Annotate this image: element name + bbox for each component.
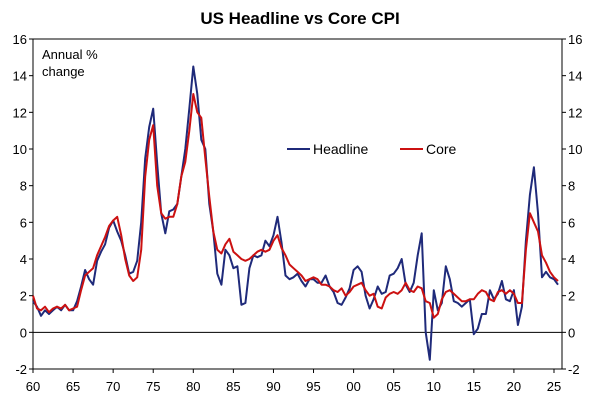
x-tick-label: 65 [66,379,80,394]
y-tick-label-left: 2 [20,289,27,304]
x-tick-label: 15 [467,379,481,394]
y-tick-label-left: 10 [13,142,27,157]
y-tick-label-right: 14 [568,69,582,84]
x-axis: 60 65 70 75 80 85 90 95 00 05 10 15 20 25 [26,369,561,394]
series-line-core [32,93,559,319]
series-layer [32,65,559,361]
legend-label-headline: Headline [313,141,368,157]
annotation-line-1: Annual % [42,47,98,62]
x-tick-label: 00 [346,379,360,394]
y-axis-left: -2 0 2 4 6 8 10 12 14 16 [13,32,33,377]
y-tick-label-right: 10 [568,142,582,157]
x-tick-label: 80 [186,379,200,394]
y-tick-label-left: 12 [13,105,27,120]
annotation-line-2: change [42,64,85,79]
x-tick-label: 90 [266,379,280,394]
x-tick-label: 95 [306,379,320,394]
y-tick-label-right: 8 [568,179,575,194]
y-tick-label-left: 16 [13,32,27,47]
y-tick-label-left: 14 [13,69,27,84]
x-tick-label: 10 [427,379,441,394]
x-tick-label: 70 [106,379,120,394]
legend: Headline Core [287,141,457,157]
chart-title: US Headline vs Core CPI [200,9,399,28]
y-tick-label-right: 6 [568,215,575,230]
x-tick-label: 75 [146,379,160,394]
y-tick-label-right: 16 [568,32,582,47]
y-tick-label-right: 2 [568,289,575,304]
y-tick-label-right: 12 [568,105,582,120]
series-line-headline [32,65,559,361]
y-tick-label-right: -2 [568,362,580,377]
x-tick-label: 60 [26,379,40,394]
x-tick-label: 05 [386,379,400,394]
x-tick-label: 25 [547,379,561,394]
y-tick-label-left: 4 [20,252,27,267]
plot-border [32,38,563,370]
x-tick-label: 20 [507,379,521,394]
y-tick-label-right: 0 [568,325,575,340]
x-tick-label: 85 [226,379,240,394]
plot-area [32,38,563,370]
legend-label-core: Core [426,141,457,157]
y-axis-right: -2 0 2 4 6 8 10 12 14 16 [562,32,582,377]
y-tick-label-left: -2 [15,362,27,377]
y-tick-label-left: 8 [20,179,27,194]
y-tick-label-left: 0 [20,325,27,340]
y-tick-label-left: 6 [20,215,27,230]
y-tick-label-right: 4 [568,252,575,267]
